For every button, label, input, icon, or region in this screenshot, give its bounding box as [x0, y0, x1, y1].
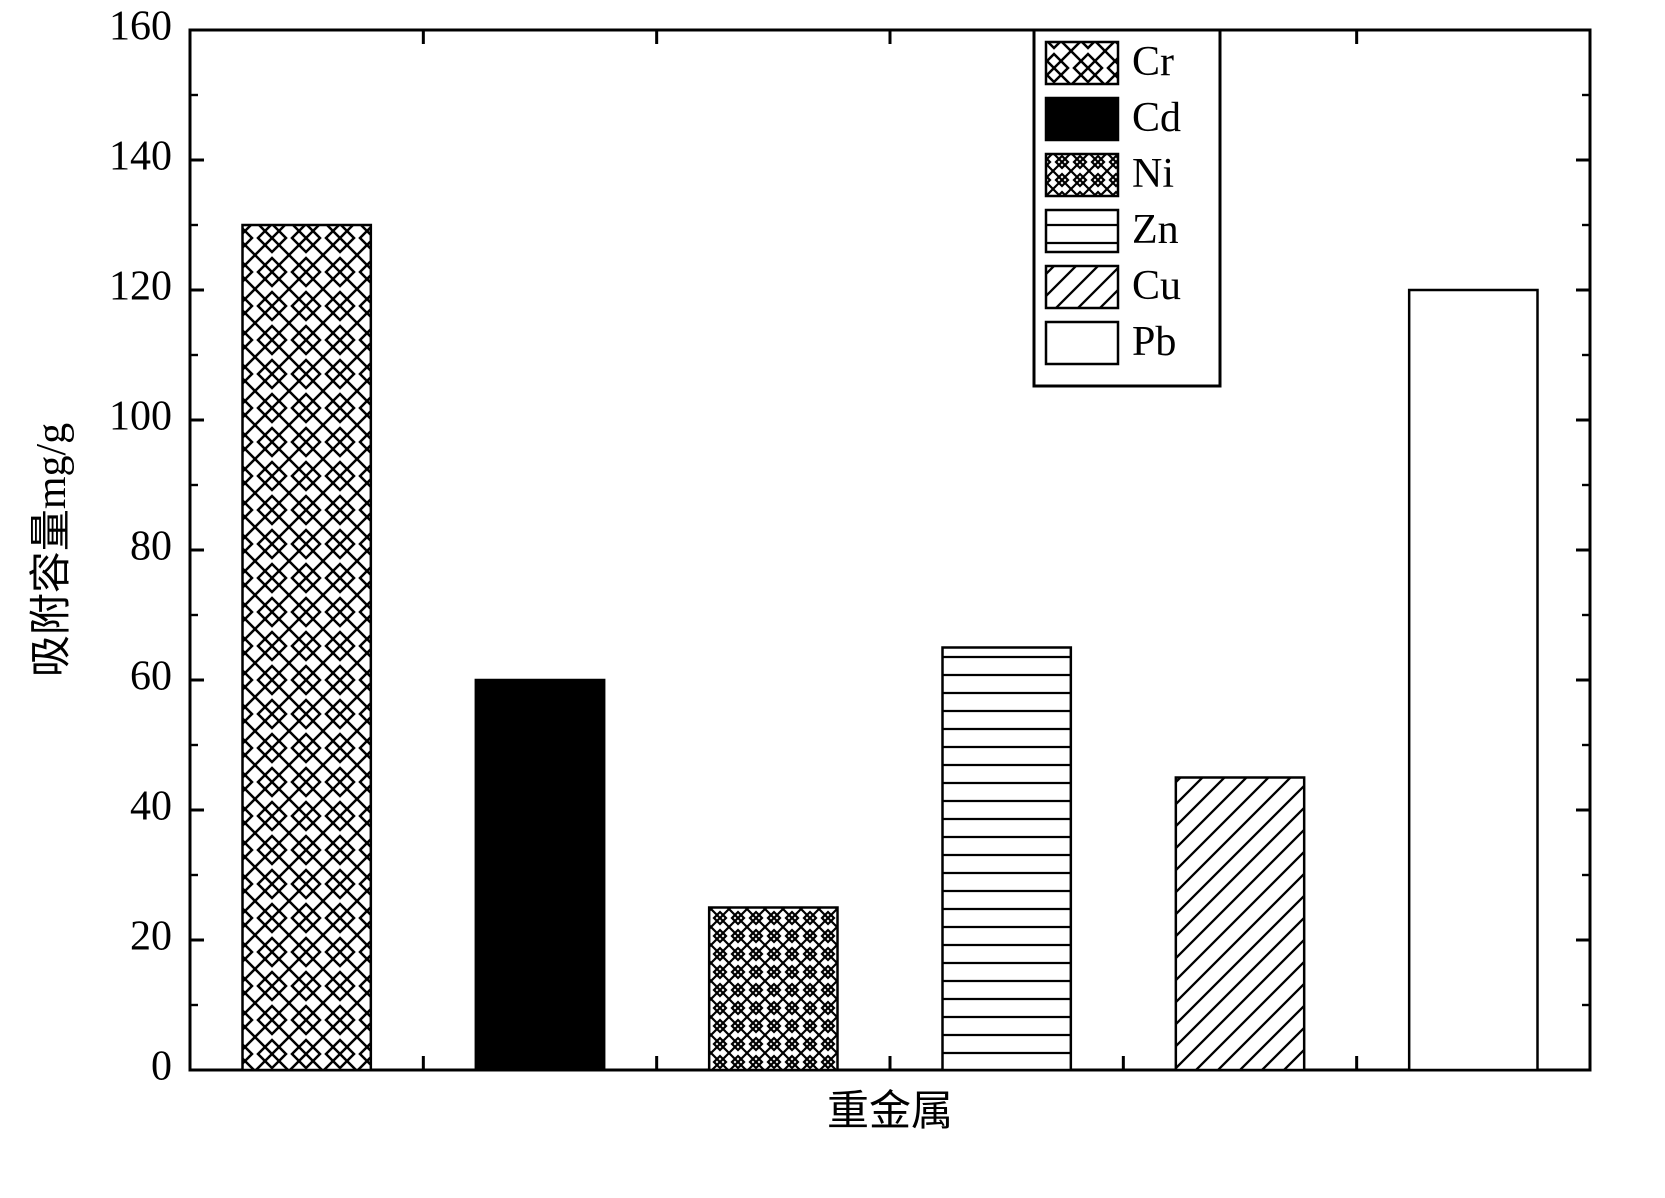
y-tick-label: 80 — [130, 524, 172, 570]
legend-swatch-zn — [1046, 210, 1118, 252]
y-tick-label: 120 — [109, 264, 172, 310]
legend-swatch-ni — [1046, 154, 1118, 196]
y-tick-label: 160 — [109, 4, 172, 50]
bar-pb — [1409, 290, 1537, 1070]
legend-label-zn: Zn — [1132, 207, 1179, 253]
legend-swatch-cd — [1046, 98, 1118, 140]
bar-zn — [943, 648, 1071, 1071]
bar-chart: 0 20 40 60 80 100 120 140 160 吸附容量mg/g 重金属 Cr Cd Ni Zn… — [0, 0, 1665, 1198]
y-axis-label: 吸附容量mg/g — [28, 423, 75, 677]
bar-cu — [1176, 778, 1304, 1071]
y-tick-label: 0 — [151, 1044, 172, 1090]
y-tick-label: 140 — [109, 134, 172, 180]
legend-swatch-pb — [1046, 322, 1118, 364]
bar-ni — [709, 908, 837, 1071]
legend-label-cu: Cu — [1132, 263, 1181, 309]
legend-label-cr: Cr — [1132, 39, 1174, 85]
y-tick-label: 100 — [109, 394, 172, 440]
legend-swatch-cr — [1046, 42, 1118, 84]
bar-cd — [476, 680, 604, 1070]
legend-label-pb: Pb — [1132, 319, 1176, 365]
bar-cr — [243, 225, 371, 1070]
y-tick-label: 40 — [130, 784, 172, 830]
plot-frame — [190, 30, 1590, 1070]
chart-container: 0 20 40 60 80 100 120 140 160 吸附容量mg/g 重金属 Cr Cd Ni Zn… — [0, 0, 1665, 1198]
legend-label-ni: Ni — [1132, 151, 1174, 197]
legend: Cr Cd Ni Zn Cu Pb — [1034, 30, 1220, 386]
x-axis-label: 重金属 — [827, 1088, 953, 1135]
legend-label-cd: Cd — [1132, 95, 1181, 141]
legend-swatch-cu — [1046, 266, 1118, 308]
y-tick-label: 20 — [130, 914, 172, 960]
y-tick-label: 60 — [130, 654, 172, 700]
